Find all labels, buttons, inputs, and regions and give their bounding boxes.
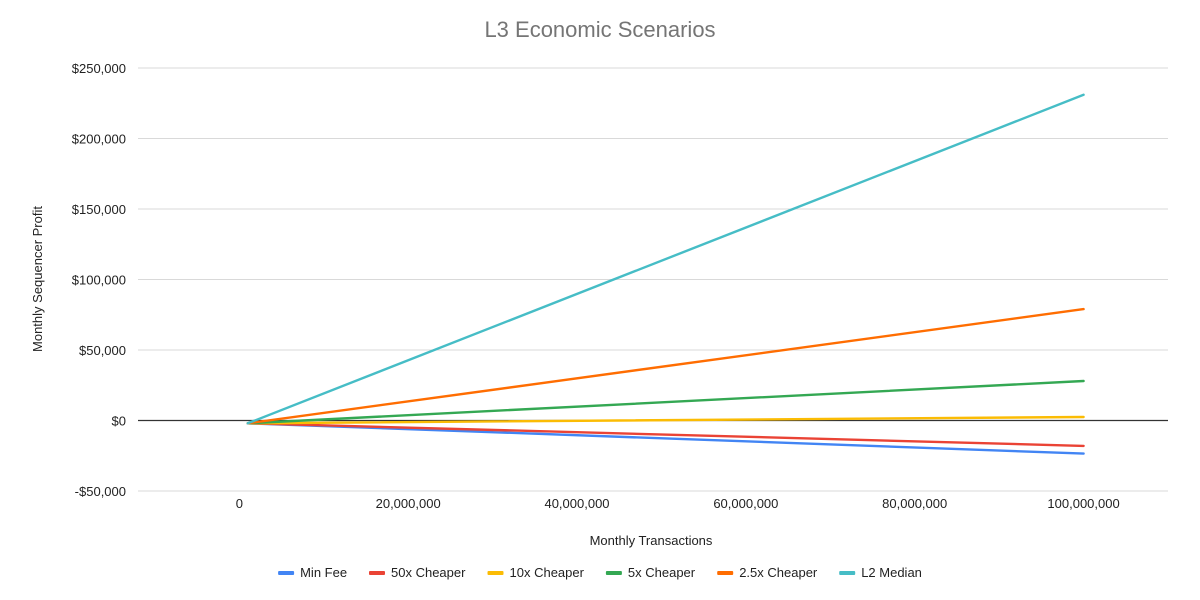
legend-item: 2.5x Cheaper [717, 565, 818, 580]
x-axis-title: Monthly Transactions [590, 533, 713, 548]
y-tick-label: $50,000 [79, 343, 126, 358]
legend-label: Min Fee [300, 565, 347, 580]
series-line-5x-cheaper [246, 379, 1085, 425]
legend-swatch [605, 571, 622, 575]
legend-item: 5x Cheaper [605, 565, 696, 580]
x-tick-label: 80,000,000 [882, 496, 947, 511]
x-axis-ticks: 0 20,000,000 40,000,000 60,000,000 80,000,00… [236, 496, 1120, 511]
x-tick-label: 40,000,000 [544, 496, 609, 511]
grid-lines [138, 67, 1168, 492]
legend-label: 2.5x Cheaper [739, 565, 818, 580]
y-tick-label: $250,000 [72, 61, 126, 76]
legend-label: L2 Median [861, 565, 922, 580]
x-tick-label: 60,000,000 [713, 496, 778, 511]
legend: Min Fee 50x Cheaper 10x Cheaper 5x Cheaper 2… [278, 565, 922, 580]
legend-label: 5x Cheaper [628, 565, 696, 580]
x-tick-label: 20,000,000 [376, 496, 441, 511]
y-tick-label: $200,000 [72, 132, 126, 147]
legend-swatch [278, 571, 295, 575]
y-tick-label: $0 [112, 414, 126, 429]
y-tick-label: -$50,000 [75, 484, 126, 499]
series-lines [246, 93, 1085, 455]
series-line-l2-median [246, 93, 1085, 425]
legend-item: L2 Median [839, 565, 922, 580]
legend-swatch [717, 571, 734, 575]
legend-item: Min Fee [278, 565, 347, 580]
x-tick-label: 0 [236, 496, 243, 511]
legend-item: 10x Cheaper [487, 565, 585, 580]
legend-swatch [487, 571, 504, 575]
legend-swatch [839, 571, 856, 575]
y-tick-label: $150,000 [72, 202, 126, 217]
y-axis-title: Monthly Sequencer Profit [30, 206, 45, 352]
series-line-min-fee [246, 422, 1085, 455]
y-tick-label: $100,000 [72, 273, 126, 288]
chart-title: L3 Economic Scenarios [484, 17, 715, 42]
y-axis-ticks: -$50,000 $0 $50,000 $100,000 $150,000 $200,00… [72, 61, 126, 499]
series-line-2-5x-cheaper [246, 307, 1085, 425]
legend-item: 50x Cheaper [369, 565, 466, 580]
series-line-50x-cheaper [246, 422, 1085, 448]
series-line-10x-cheaper [246, 415, 1085, 425]
legend-label: 50x Cheaper [391, 565, 466, 580]
x-tick-label: 100,000,000 [1047, 496, 1119, 511]
legend-label: 10x Cheaper [510, 565, 585, 580]
legend-swatch [369, 571, 385, 575]
